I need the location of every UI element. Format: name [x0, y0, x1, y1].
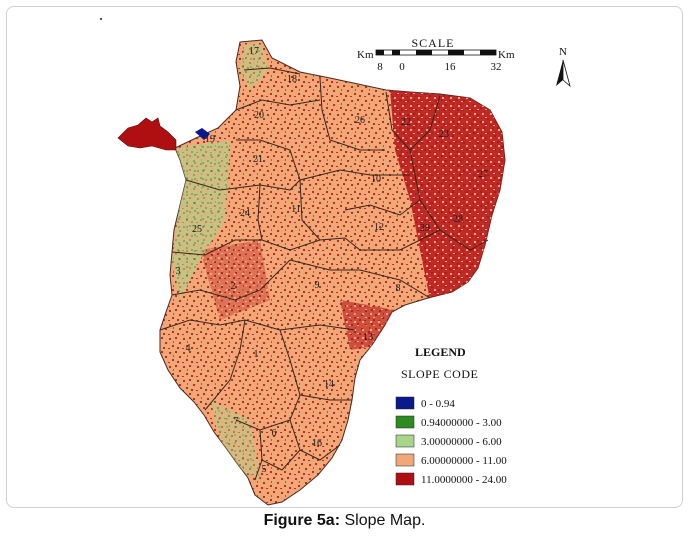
- scale-tick: 16: [445, 61, 457, 73]
- scale-unit-left: Km: [357, 49, 374, 61]
- scale-tick: 8: [377, 61, 383, 73]
- subbasin-label: 10: [371, 174, 381, 185]
- scale-unit-right: Km: [498, 49, 515, 61]
- subbasin-label: 16: [312, 438, 322, 449]
- subbasin-label: 25: [192, 224, 202, 235]
- scale-bar: SCALE Km Km 8 0 16 32: [357, 36, 515, 73]
- scale-tick: 0: [399, 61, 405, 73]
- subbasin-label: 29: [420, 223, 430, 234]
- subbasin-label: 19: [205, 134, 215, 145]
- subbasin-label: 9: [315, 280, 320, 291]
- subbasin-label: 14: [324, 379, 334, 390]
- subbasin-label: 1: [254, 349, 259, 360]
- subbasin-label: 4: [186, 343, 191, 354]
- legend-item: 0.94000000 - 3.00: [395, 415, 502, 429]
- subbasin-label: 6: [272, 428, 277, 439]
- subbasin-label: 3: [176, 266, 181, 277]
- subbasin-label: 11: [291, 204, 301, 215]
- subbasin-label: 8: [396, 283, 401, 294]
- legend-item: 11.0000000 - 24.00: [395, 472, 507, 486]
- legend-item-label: 0 - 0.94: [421, 398, 455, 410]
- outlet-feature: [117, 117, 177, 151]
- subbasin-label: 21: [253, 154, 263, 165]
- north-label: N: [559, 46, 567, 58]
- caption-label: Figure 5a:: [263, 512, 341, 529]
- stray-dot: [100, 18, 102, 20]
- legend-item: 0 - 0.94: [395, 396, 455, 410]
- subbasin-label: 24: [240, 208, 250, 219]
- subbasin-label: 2: [231, 281, 236, 292]
- legend-item-label: 3.00000000 - 6.00: [421, 436, 502, 448]
- subbasin-label: 13: [363, 332, 373, 343]
- legend-subtitle: SLOPE CODE: [401, 367, 478, 381]
- subbasin-label: 23: [439, 129, 449, 140]
- legend-item: 6.00000000 - 11.00: [395, 453, 507, 467]
- legend-item-label: 0.94000000 - 3.00: [421, 417, 502, 429]
- subbasin-label: 7: [234, 416, 239, 427]
- legend: LEGEND SLOPE CODE 0 - 0.94 0.94000000 - …: [395, 345, 507, 486]
- legend-title: LEGEND: [415, 345, 466, 359]
- subbasin-label: 12: [374, 222, 384, 233]
- legend-item-label: 6.00000000 - 11.00: [421, 455, 507, 467]
- watershed-area: [159, 39, 506, 506]
- subbasin-label: 27: [478, 169, 488, 180]
- subbasin-labels: 17 18 20 19 21 26 22 23 10 11 24 25 12 2…: [176, 46, 489, 475]
- subbasin-label: 26: [355, 115, 365, 126]
- legend-item-label: 11.0000000 - 24.00: [421, 474, 507, 486]
- scale-tick: 32: [491, 61, 502, 73]
- scale-title: SCALE: [411, 36, 454, 50]
- subbasin-label: 17: [249, 46, 259, 57]
- subbasin-label: 20: [254, 110, 264, 121]
- caption-text: Slope Map.: [344, 512, 426, 529]
- subbasin-label: 22: [401, 117, 411, 128]
- subbasin-label: 28: [453, 214, 463, 225]
- subbasin-label: 5: [262, 464, 267, 475]
- subbasin-label: 18: [287, 74, 297, 85]
- figure-caption: Figure 5a: Slope Map.: [0, 512, 689, 530]
- legend-item: 3.00000000 - 6.00: [395, 434, 502, 448]
- north-arrow-icon: N: [556, 46, 571, 88]
